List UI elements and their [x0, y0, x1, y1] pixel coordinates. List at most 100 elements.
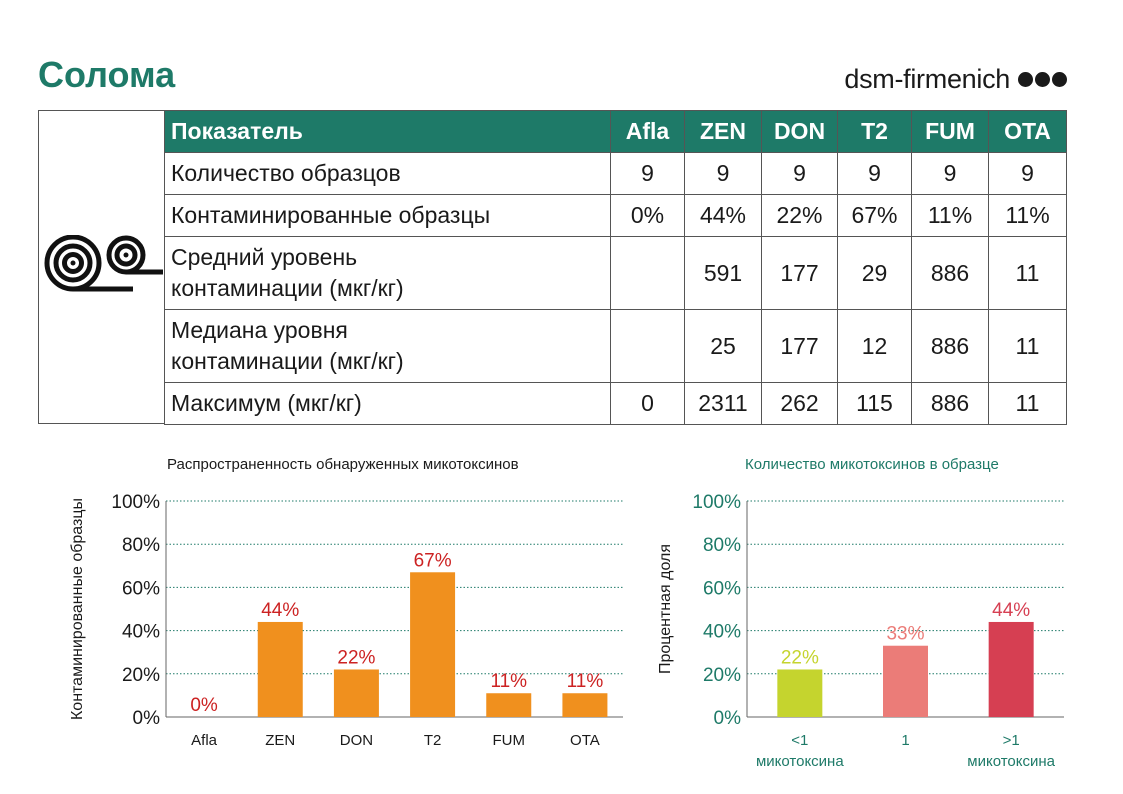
data-label: 11% [567, 671, 604, 692]
y-tick-label: 20% [703, 665, 741, 686]
table-row: Максимум (мкг/кг) 0 2311 262 115 886 11 [164, 382, 1067, 425]
y-tick-label: 0% [714, 708, 742, 729]
table-cell: 11% [911, 194, 989, 237]
table-cell: 9 [684, 152, 762, 195]
bar [562, 693, 608, 717]
y-tick-label: 40% [122, 622, 160, 643]
table-cell [610, 309, 685, 383]
table-cell: 0 [610, 382, 685, 425]
y-tick-label: 0% [133, 708, 161, 729]
bar [883, 645, 928, 717]
table-cell: 591 [684, 236, 762, 310]
y-tick-label: 80% [122, 535, 160, 556]
x-tick-label: DON [340, 732, 373, 749]
table-cell: 0% [610, 194, 685, 237]
y-axis-title: Контаминированные образцы [69, 498, 86, 720]
table-header-row: Показатель Afla ZEN DON T2 FUM OTA [164, 110, 1067, 153]
table-cell: 11 [988, 309, 1067, 383]
table-cell: 9 [988, 152, 1067, 195]
table-cell: 262 [761, 382, 838, 425]
y-tick-label: 60% [703, 578, 741, 599]
x-tick-label: 1 [901, 732, 909, 749]
row-label-line: контаминации (мкг/кг) [171, 348, 404, 374]
y-tick-label: 100% [692, 492, 741, 513]
mycotoxin-table: Показатель Afla ZEN DON T2 FUM OTA Колич… [164, 110, 1067, 425]
table-cell [610, 236, 685, 310]
table-cell: 177 [761, 236, 838, 310]
data-label: 33% [886, 624, 924, 645]
table-cell: 177 [761, 309, 838, 383]
y-tick-label: 40% [703, 622, 741, 643]
row-label-line: Контаминированные образцы [171, 202, 491, 228]
row-label: Контаминированные образцы [164, 194, 611, 237]
row-label: Максимум (мкг/кг) [164, 382, 611, 425]
data-label: 44% [261, 600, 299, 621]
table-row: Контаминированные образцы 0% 44% 22% 67%… [164, 194, 1067, 237]
table-row: Медиана уровня контаминации (мкг/кг) 25 1… [164, 309, 1067, 383]
y-tick-label: 100% [111, 492, 160, 513]
table-cell: 115 [837, 382, 912, 425]
brand-name: dsm-firmenich [844, 64, 1010, 94]
page-title: Солома [38, 54, 176, 95]
x-tick-label: микотоксина [967, 753, 1055, 770]
x-tick-label: Afla [191, 732, 218, 749]
row-label: Количество образцов [164, 152, 611, 195]
icon-cell [38, 110, 164, 424]
table-cell: 9 [610, 152, 685, 195]
table-row: Количество образцов 9 9 9 9 9 9 [164, 152, 1067, 195]
table-cell: 9 [837, 152, 912, 195]
mycotoxin-table-section: Показатель Afla ZEN DON T2 FUM OTA Колич… [38, 110, 1067, 425]
y-axis-title: Процентная доля [657, 544, 674, 674]
x-tick-label: <1 [791, 732, 808, 749]
header-don: DON [761, 110, 838, 153]
table-cell: 886 [911, 382, 989, 425]
header-ota: OTA [988, 110, 1067, 153]
row-label: Медиана уровня контаминации (мкг/кг) [164, 309, 611, 383]
data-label: 22% [781, 647, 819, 668]
header-t2: T2 [837, 110, 912, 153]
row-label: Средний уровень контаминации (мкг/кг) [164, 236, 611, 310]
row-label-line: Количество образцов [171, 160, 401, 186]
table-row: Средний уровень контаминации (мкг/кг) 591… [164, 236, 1067, 310]
x-tick-label: микотоксина [756, 753, 844, 770]
y-tick-label: 20% [122, 665, 160, 686]
data-label: 0% [190, 695, 218, 716]
header-indicator: Показатель [164, 110, 611, 153]
x-tick-label: OTA [570, 732, 600, 749]
bar [777, 669, 823, 717]
table-cell: 886 [911, 309, 989, 383]
brand-logo: dsm-firmenich [844, 64, 1067, 95]
row-label-line: Средний уровень [171, 244, 358, 270]
table-cell: 12 [837, 309, 912, 383]
brand-dots-icon [1018, 72, 1067, 87]
chart1-title: Распространенность обнаруженных микотокс… [167, 456, 519, 473]
header-afla: Afla [610, 110, 685, 153]
row-label-line: Максимум (мкг/кг) [171, 390, 362, 416]
table-cell: 886 [911, 236, 989, 310]
bar [410, 572, 456, 717]
x-tick-label: ZEN [265, 732, 295, 749]
data-label: 11% [490, 671, 527, 692]
x-tick-label: T2 [424, 732, 442, 749]
table-cell: 9 [911, 152, 989, 195]
table-cell: 22% [761, 194, 838, 237]
table-cell: 44% [684, 194, 762, 237]
y-tick-label: 60% [122, 578, 160, 599]
table-cell: 67% [837, 194, 912, 237]
header-zen: ZEN [684, 110, 762, 153]
hay-bale-icon [44, 235, 163, 292]
data-label: 22% [337, 647, 375, 668]
x-tick-label: FUM [493, 732, 526, 749]
row-label-line: контаминации (мкг/кг) [171, 275, 404, 301]
bar [486, 693, 532, 717]
table-cell: 9 [761, 152, 838, 195]
y-tick-label: 80% [703, 535, 741, 556]
data-label: 44% [992, 600, 1030, 621]
table-cell: 2311 [684, 382, 762, 425]
data-label: 67% [414, 550, 452, 571]
table-cell: 29 [837, 236, 912, 310]
table-cell: 11% [988, 194, 1067, 237]
row-label-line: Медиана уровня [171, 317, 348, 343]
bar [333, 669, 379, 717]
table-cell: 25 [684, 309, 762, 383]
